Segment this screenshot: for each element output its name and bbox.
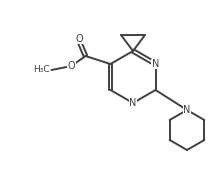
- Text: O: O: [76, 34, 83, 44]
- Text: N: N: [183, 105, 191, 115]
- Text: N: N: [152, 59, 159, 69]
- Text: H₃C: H₃C: [33, 65, 49, 74]
- Text: O: O: [68, 61, 75, 71]
- Text: N: N: [129, 98, 137, 108]
